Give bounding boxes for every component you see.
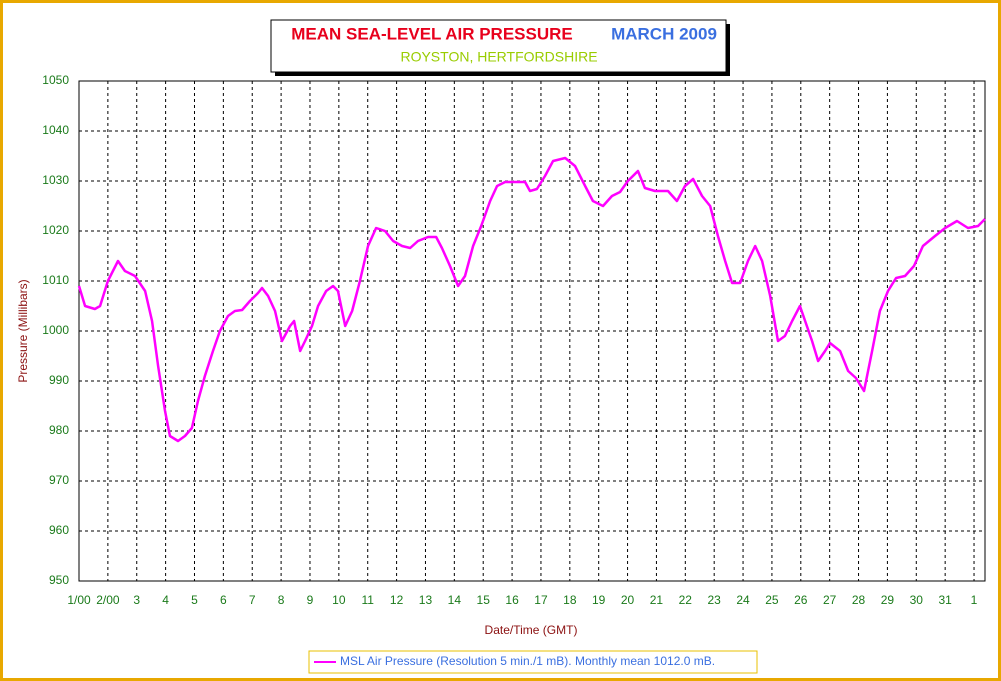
x-tick-label: 18 xyxy=(563,593,577,607)
x-tick-label: 21 xyxy=(650,593,664,607)
chart-title: MEAN SEA-LEVEL AIR PRESSURE xyxy=(291,24,573,43)
y-tick-label: 960 xyxy=(49,523,69,537)
x-tick-label: 26 xyxy=(794,593,808,607)
x-tick-label: 8 xyxy=(278,593,285,607)
y-tick-label: 970 xyxy=(49,473,69,487)
title-box xyxy=(270,19,727,73)
x-tick-label: 6 xyxy=(220,593,227,607)
y-tick-label: 980 xyxy=(49,423,69,437)
x-tick-label: 13 xyxy=(419,593,433,607)
x-tick-label: 16 xyxy=(505,593,519,607)
y-tick-label: 990 xyxy=(49,373,69,387)
x-tick-label: 9 xyxy=(307,593,314,607)
x-tick-label: 24 xyxy=(736,593,750,607)
y-tick-label: 950 xyxy=(49,573,69,587)
x-tick-label: 22 xyxy=(679,593,693,607)
x-tick-label: 5 xyxy=(191,593,198,607)
x-tick-label: 1/00 xyxy=(67,593,91,607)
x-tick-label: 2/00 xyxy=(96,593,120,607)
chart-subtitle: ROYSTON, HERTFORDSHIRE xyxy=(400,49,597,65)
y-tick-label: 1010 xyxy=(42,273,69,287)
x-axis-label: Date/Time (GMT) xyxy=(485,623,578,637)
x-tick-label: 14 xyxy=(448,593,462,607)
x-tick-label: 3 xyxy=(133,593,140,607)
x-tick-label: 12 xyxy=(390,593,404,607)
x-tick-label: 23 xyxy=(708,593,722,607)
data-line xyxy=(77,156,986,443)
x-tick-label: 4 xyxy=(162,593,169,607)
chart-title-period: MARCH 2009 xyxy=(611,24,717,43)
x-tick-label: 11 xyxy=(361,593,374,607)
y-tick-label: 1000 xyxy=(42,323,69,337)
x-tick-label: 20 xyxy=(621,593,635,607)
x-tick-label: 17 xyxy=(534,593,548,607)
x-tick-label: 10 xyxy=(332,593,346,607)
x-tick-label: 31 xyxy=(938,593,952,607)
y-tick-label: 1050 xyxy=(42,73,69,87)
x-tick-label: 19 xyxy=(592,593,606,607)
x-tick-label: 7 xyxy=(249,593,256,607)
x-tick-label: 1 xyxy=(971,593,978,607)
x-tick-label: 30 xyxy=(910,593,924,607)
y-tick-label: 1030 xyxy=(42,173,69,187)
x-tick-label: 29 xyxy=(881,593,895,607)
x-tick-label: 15 xyxy=(477,593,491,607)
legend-label: MSL Air Pressure (Resolution 5 min./1 mB… xyxy=(340,654,715,668)
y-axis-label: Pressure (Millibars) xyxy=(16,279,30,382)
y-tick-label: 1040 xyxy=(42,123,69,137)
legend xyxy=(308,650,758,674)
y-tick-label: 1020 xyxy=(42,223,69,237)
x-tick-label: 27 xyxy=(823,593,837,607)
x-tick-label: 28 xyxy=(852,593,866,607)
x-tick-label: 25 xyxy=(765,593,779,607)
